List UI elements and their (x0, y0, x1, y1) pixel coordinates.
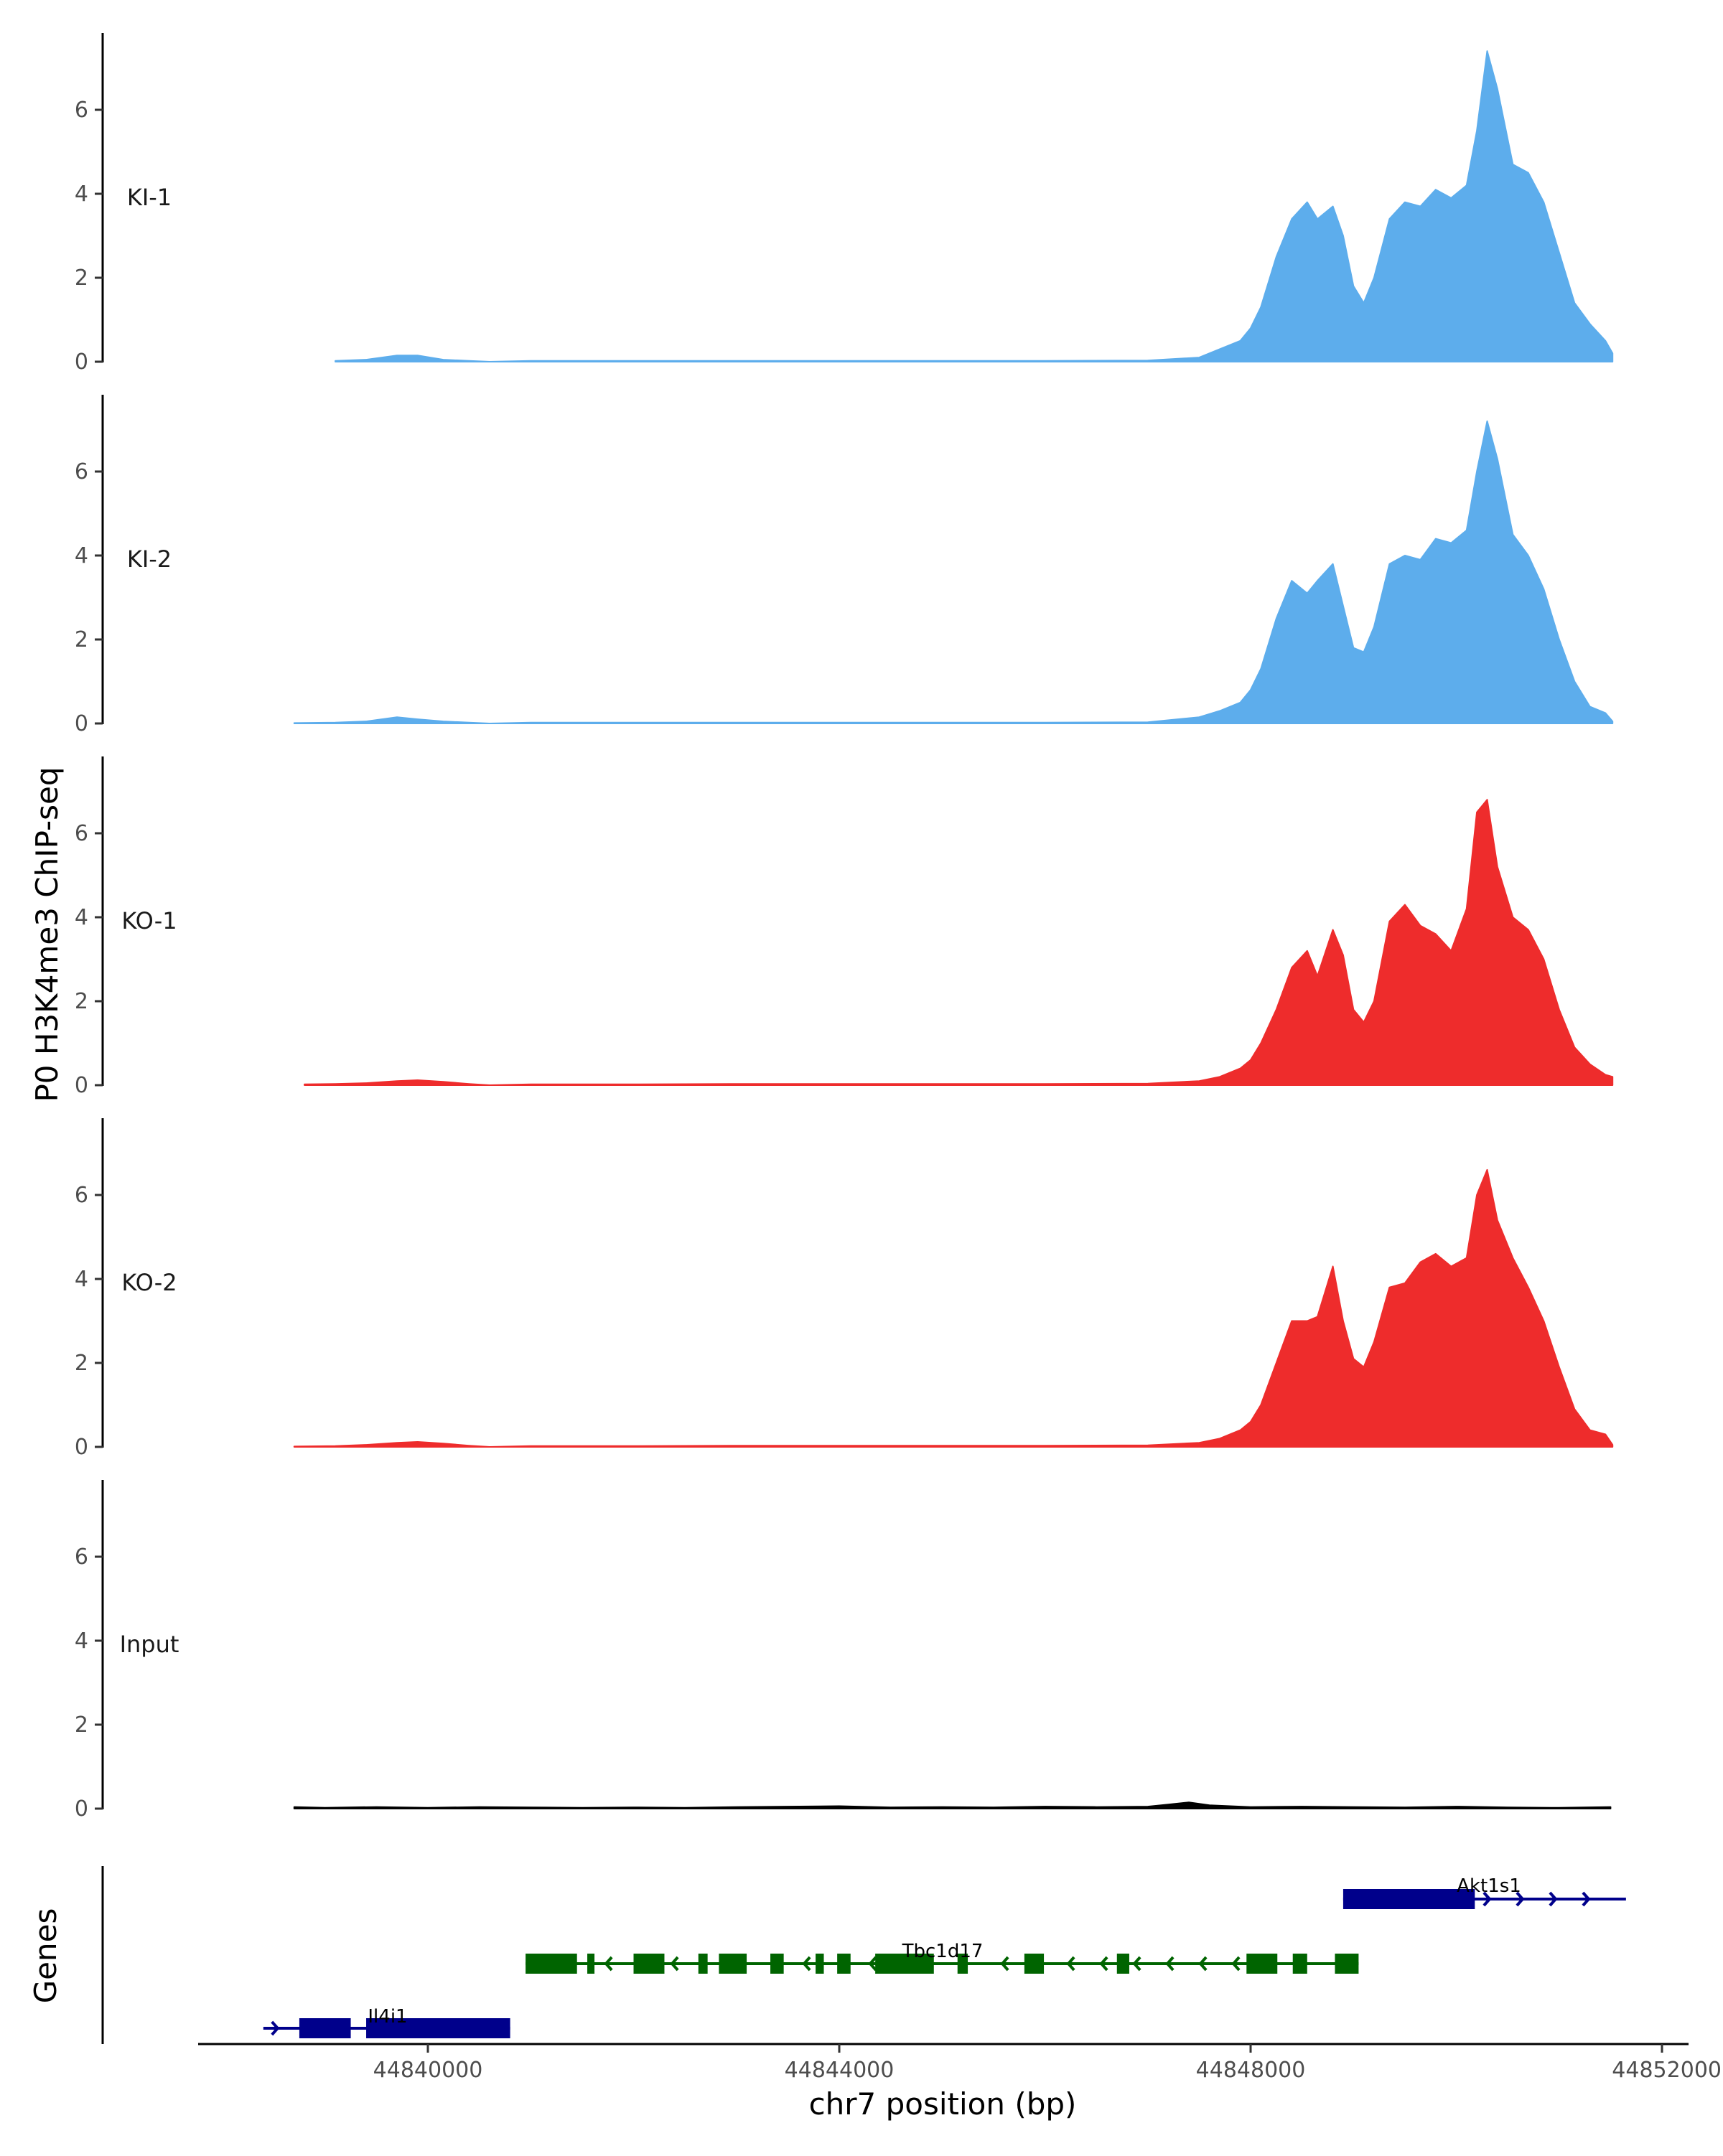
strand-chevron (1000, 1956, 1009, 1972)
gene-exon (366, 2018, 510, 2038)
strand-chevron (1066, 1956, 1075, 1972)
signal-area-ki-1 (335, 50, 1614, 362)
gene-exon (1116, 1954, 1129, 1974)
strand-chevron (1516, 1891, 1525, 1907)
x-axis: 44840000 44844000 44848000 44852000 (198, 2043, 1722, 2083)
y-tick-label: 6 (75, 821, 88, 846)
y-tick-label: 2 (75, 1351, 88, 1376)
strand-chevron (1099, 1956, 1108, 1972)
track-ki-2: 0 2 4 6 KI-2 (75, 395, 1614, 736)
strand-chevron (868, 1956, 877, 1972)
gene-exon (587, 1954, 595, 1974)
gene-il4i1: Il4i1 (263, 2006, 510, 2038)
gene-exon (698, 1954, 708, 1974)
y-tick-label: 6 (75, 98, 88, 123)
gene-exon (526, 1954, 577, 1974)
signal-area-ko-1 (304, 799, 1614, 1086)
gene-exon (1335, 1954, 1359, 1974)
gene-exon (1292, 1954, 1307, 1974)
y-tick-label: 2 (75, 627, 88, 652)
y-tick-label: 4 (75, 1628, 88, 1654)
x-tick-label: 44848000 (1196, 2058, 1306, 2083)
gene-label: Akt1s1 (1457, 1875, 1521, 1897)
gene-exon (1246, 1954, 1278, 1974)
x-axis-title: chr7 position (bp) (809, 2086, 1077, 2122)
y-tick-label: 0 (75, 1796, 88, 1822)
strand-chevron (1549, 1891, 1558, 1907)
gene-exon (875, 1954, 934, 1974)
y-tick-label: 4 (75, 905, 88, 930)
y-tick-label: 4 (75, 543, 88, 568)
gene-exon (816, 1954, 824, 1974)
track-label: KO-2 (121, 1269, 177, 1296)
gene-exon (633, 1954, 665, 1974)
y-axis-title: P0 H3K4me3 ChIP-seq (29, 767, 65, 1102)
tracks-layer: 0 2 4 6 KI-1 0 2 4 6 KI-2 0 2 4 6 KO-1 0 2 4 6 KO-2 0 2 4 6 Inpu… (75, 33, 1614, 1822)
y-tick-label: 0 (75, 1435, 88, 1460)
y-tick-label: 2 (75, 266, 88, 291)
strand-chevron (271, 2020, 280, 2036)
track-ko-2: 0 2 4 6 KO-2 (75, 1118, 1614, 1460)
track-ki-1: 0 2 4 6 KI-1 (75, 33, 1614, 375)
gene-exon (1024, 1954, 1045, 1974)
y-tick-label: 2 (75, 989, 88, 1014)
strand-chevron (1198, 1956, 1208, 1972)
y-tick-label: 2 (75, 1712, 88, 1738)
strand-chevron (1231, 1956, 1241, 1972)
gene-exon (770, 1954, 784, 1974)
track-ko-1: 0 2 4 6 KO-1 (75, 756, 1614, 1098)
gene-akt1s1: Akt1s1 (1343, 1875, 1626, 1909)
x-tick-label: 44852000 (1612, 2058, 1722, 2083)
gene-exon (1343, 1889, 1475, 1909)
y-tick-label: 6 (75, 1545, 88, 1570)
gene-tbc1d17: Tbc1d17 (526, 1941, 1359, 1974)
y-tick-label: 0 (75, 1073, 88, 1098)
signal-area-input (293, 1801, 1612, 1809)
strand-chevron (604, 1956, 613, 1972)
strand-chevron (1165, 1956, 1175, 1972)
y-tick-label: 6 (75, 1183, 88, 1208)
track-label: KI-2 (127, 545, 172, 573)
strand-chevron (1132, 1956, 1141, 1972)
track-input: 0 2 4 6 Input (75, 1480, 1612, 1822)
gene-exon (299, 2018, 351, 2038)
track-label: KI-1 (127, 184, 172, 211)
gene-exon (719, 1954, 747, 1974)
strand-chevron (670, 1956, 679, 1972)
strand-chevron (1482, 1891, 1492, 1907)
y-tick-label: 0 (75, 350, 88, 375)
gene-exon (837, 1954, 851, 1974)
y-tick-label: 0 (75, 711, 88, 736)
gene-exon (957, 1954, 968, 1974)
y-tick-label: 4 (75, 182, 88, 207)
gene-label: Tbc1d17 (902, 1941, 984, 1962)
genes-layer: Akt1s1 Tbc1d17 Il4i1 (101, 1866, 1626, 2044)
track-label: Input (120, 1631, 179, 1658)
genes-axis-title: Genes (28, 1908, 63, 2004)
signal-area-ko-2 (293, 1168, 1614, 1448)
strand-chevron (802, 1956, 811, 1972)
x-tick-label: 44844000 (785, 2058, 895, 2083)
track-label: KO-1 (121, 907, 177, 934)
signal-area-ki-2 (293, 420, 1614, 724)
strand-chevron (1582, 1891, 1591, 1907)
gene-label: Il4i1 (368, 2006, 407, 2028)
y-tick-label: 4 (75, 1267, 88, 1292)
y-tick-label: 6 (75, 459, 88, 484)
x-tick-label: 44840000 (373, 2058, 483, 2083)
